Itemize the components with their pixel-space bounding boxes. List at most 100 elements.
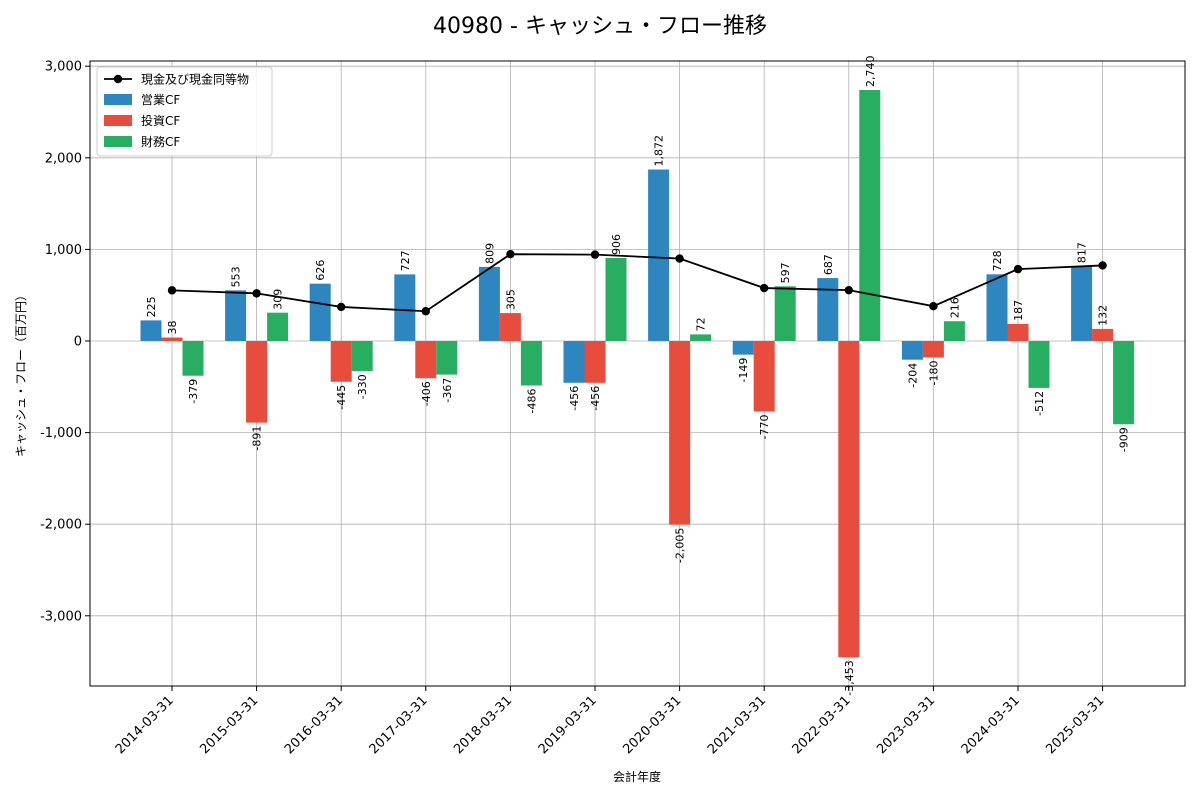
legend-swatch-operating bbox=[104, 94, 132, 105]
bar-2-9 bbox=[943, 321, 965, 341]
bar-1-1 bbox=[246, 341, 268, 423]
bar-2-0 bbox=[182, 341, 204, 376]
bar-label-1-0: 38 bbox=[166, 321, 179, 335]
y-axis-label: キャッシュ・フロー（百万円） bbox=[14, 289, 28, 457]
bar-2-7 bbox=[774, 286, 796, 341]
bar-label-2-11: -909 bbox=[1118, 427, 1131, 452]
bar-label-1-1: -891 bbox=[251, 426, 264, 451]
x-tick-label: 2023-03-31 bbox=[874, 693, 938, 757]
bar-1-6 bbox=[669, 341, 691, 525]
legend-swatch-financing bbox=[104, 136, 132, 147]
bar-label-2-3: -367 bbox=[441, 378, 454, 403]
bar-1-3 bbox=[415, 341, 437, 379]
bar-label-0-8: 687 bbox=[822, 254, 835, 275]
bar-label-0-1: 553 bbox=[230, 266, 243, 287]
y-tick-label: 1,000 bbox=[45, 243, 82, 258]
x-tick-label: 2015-03-31 bbox=[197, 693, 261, 757]
bar-1-0 bbox=[161, 337, 183, 341]
bar-1-2 bbox=[330, 341, 352, 382]
x-tick-label: 2020-03-31 bbox=[620, 693, 684, 757]
bar-1-8 bbox=[838, 341, 860, 658]
x-tick-label: 2014-03-31 bbox=[113, 693, 177, 757]
bar-label-2-2: -330 bbox=[356, 374, 369, 399]
legend-label-cash: 現金及び現金同等物 bbox=[141, 72, 249, 87]
legend-label-operating: 営業CF bbox=[141, 93, 180, 107]
plot-frame bbox=[89, 60, 1186, 687]
bar-label-1-7: -770 bbox=[758, 415, 771, 440]
bar-label-1-2: -445 bbox=[335, 385, 348, 410]
bar-1-4 bbox=[499, 313, 521, 341]
bar-label-2-0: -379 bbox=[187, 379, 200, 404]
bar-label-0-11: 817 bbox=[1076, 242, 1089, 263]
y-tick-label: 0 bbox=[74, 335, 82, 350]
bar-label-2-4: -486 bbox=[525, 389, 538, 414]
cash-point-6 bbox=[675, 254, 684, 263]
bar-0-5 bbox=[563, 341, 585, 383]
bar-label-1-4: 305 bbox=[504, 289, 517, 310]
bar-label-0-3: 727 bbox=[399, 250, 412, 271]
bar-label-2-6: 72 bbox=[695, 317, 708, 331]
legend-label-financing: 財務CF bbox=[141, 134, 180, 149]
bar-label-2-8: 2,740 bbox=[864, 56, 877, 88]
bar-2-4 bbox=[520, 341, 542, 386]
cash-point-11 bbox=[1098, 261, 1107, 270]
bar-label-1-10: 187 bbox=[1012, 300, 1025, 321]
bar-label-2-10: -512 bbox=[1033, 391, 1046, 416]
bar-label-2-7: 597 bbox=[779, 262, 792, 283]
bar-label-1-11: 132 bbox=[1097, 305, 1110, 326]
bar-0-4 bbox=[478, 266, 500, 341]
bar-0-10 bbox=[986, 274, 1008, 341]
x-tick-label: 2025-03-31 bbox=[1043, 693, 1107, 757]
y-tick-label: 2,000 bbox=[45, 151, 82, 166]
bar-0-3 bbox=[394, 274, 416, 341]
cash-point-3 bbox=[421, 307, 430, 316]
bar-label-2-1: 309 bbox=[272, 289, 285, 310]
y-tick-label: -2,000 bbox=[40, 518, 82, 533]
x-tick-label: 2024-03-31 bbox=[959, 693, 1023, 757]
cash-line-path bbox=[171, 253, 1103, 313]
cash-point-8 bbox=[844, 285, 853, 295]
x-tick-label: 2016-03-31 bbox=[282, 693, 346, 757]
bar-1-5 bbox=[584, 341, 606, 383]
y-axis: -3,000 -2,000 -1,000 0 1,000 2,000 3,000 bbox=[40, 60, 90, 624]
cash-point-10 bbox=[1013, 264, 1023, 274]
bar-0-0 bbox=[140, 320, 162, 341]
bar-2-1 bbox=[267, 312, 289, 341]
cash-point-7 bbox=[760, 283, 769, 293]
bar-2-5 bbox=[605, 258, 627, 341]
legend-label-investing: 投資CF bbox=[141, 113, 180, 128]
legend-marker-cash bbox=[113, 74, 123, 84]
bar-0-2 bbox=[309, 283, 331, 341]
legend-swatch-investing bbox=[104, 115, 132, 126]
bar-0-6 bbox=[648, 169, 670, 341]
legend: 現金及び現金同等物 営業CF 投資CF 財務CF bbox=[96, 66, 273, 157]
chart-title: 40980 - キャッシュ・フロー推移 bbox=[433, 14, 767, 39]
bar-label-0-9: -204 bbox=[906, 363, 919, 388]
bar-0-1 bbox=[225, 290, 247, 341]
bar-2-2 bbox=[351, 341, 373, 372]
bar-0-8 bbox=[817, 278, 839, 341]
bar-value-labels: 225 553 626 727 809 -456 1,872 -149 687 -204 728 81… bbox=[145, 56, 1131, 696]
bar-label-1-8: -3,453 bbox=[843, 660, 856, 695]
bar-2-6 bbox=[690, 334, 712, 341]
bar-2-10 bbox=[1028, 341, 1050, 388]
cash-point-2 bbox=[337, 302, 346, 312]
cash-point-0 bbox=[167, 286, 177, 295]
bar-2-3 bbox=[436, 341, 458, 375]
bar-label-1-3: -406 bbox=[420, 381, 433, 406]
bar-label-1-6: -2,005 bbox=[674, 528, 687, 563]
bar-label-0-7: -149 bbox=[737, 358, 750, 383]
x-tick-label: 2021-03-31 bbox=[705, 693, 769, 757]
y-tick-label: -1,000 bbox=[40, 426, 82, 441]
x-tick-label: 2022-03-31 bbox=[790, 693, 854, 757]
bars bbox=[140, 90, 1135, 658]
x-tick-label: 2019-03-31 bbox=[536, 693, 600, 757]
bar-2-8 bbox=[859, 90, 881, 342]
bar-label-1-5: -456 bbox=[589, 386, 602, 411]
x-axis: 2014-03-31 2015-03-31 2016-03-31 2017-03-31… bbox=[113, 686, 1107, 757]
bar-label-0-6: 1,872 bbox=[653, 135, 666, 167]
bar-label-2-9: 216 bbox=[948, 297, 961, 318]
bar-0-7 bbox=[732, 341, 754, 355]
bar-label-0-5: -456 bbox=[568, 386, 581, 411]
